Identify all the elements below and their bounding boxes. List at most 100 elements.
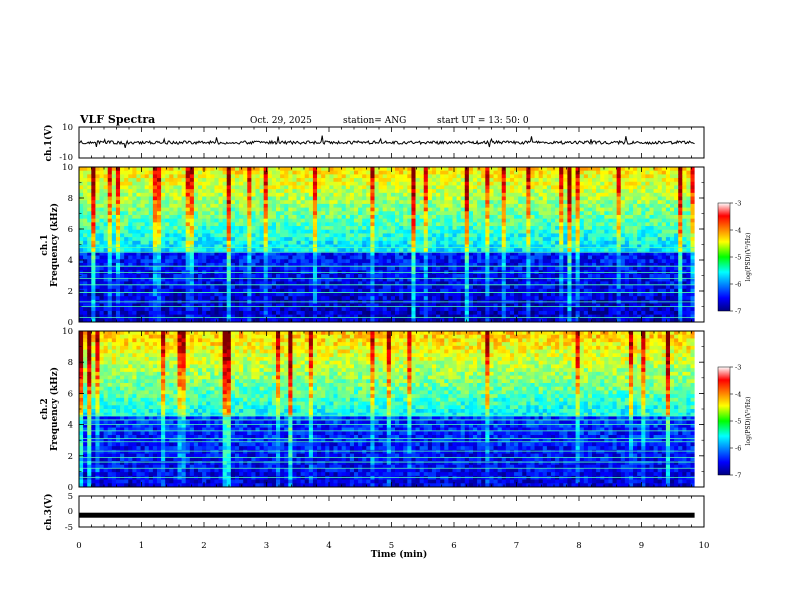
- spectrogram-cell: [181, 296, 187, 301]
- spectrogram-cell: [321, 181, 326, 186]
- spectrogram-cell: [489, 292, 494, 297]
- spectrogram-cell: [440, 178, 445, 183]
- spectrogram-cell: [251, 240, 256, 245]
- spectrogram-cell: [304, 203, 310, 208]
- spectrogram-cell: [222, 248, 228, 253]
- spectrogram-cell: [456, 285, 462, 290]
- spectrogram-cell: [481, 229, 486, 234]
- spectrogram-cell: [189, 233, 195, 238]
- spectrogram-cell: [522, 214, 527, 220]
- spectrogram-cell: [271, 203, 277, 208]
- spectrogram-cell: [132, 203, 137, 208]
- spectrogram-cell: [325, 226, 330, 231]
- spectrogram-cell: [546, 244, 552, 249]
- spectrogram-cell: [210, 262, 215, 268]
- spectrogram-cell: [251, 170, 256, 175]
- spectrogram-cell: [132, 266, 137, 271]
- spectrogram-cell: [206, 170, 211, 175]
- ch1-ytick-bottom: -10: [59, 153, 73, 163]
- spectrogram-cell: [234, 255, 240, 260]
- spectrogram-cell: [251, 248, 256, 253]
- spectrogram-cell: [423, 274, 429, 279]
- spectrogram-cell: [308, 310, 314, 316]
- spectrogram-cell: [234, 288, 240, 293]
- spectrogram-cell: [411, 170, 416, 175]
- spectrogram-cell: [358, 251, 363, 256]
- spectrogram-cell: [120, 292, 125, 297]
- spectrogram-cell: [243, 185, 248, 190]
- spectrogram-cell: [423, 262, 429, 268]
- spectrogram-cell: [255, 233, 260, 238]
- spectrogram-cell: [382, 310, 388, 316]
- spectrogram-cell: [115, 218, 121, 223]
- spectrogram-cell: [132, 240, 137, 245]
- spectrogram-cell: [419, 285, 425, 290]
- spectrogram-cell: [83, 214, 88, 220]
- spectrogram-cell: [218, 277, 224, 282]
- spectrogram-cell: [120, 229, 125, 234]
- spectrogram-cell: [255, 310, 260, 316]
- spectrogram-cell: [115, 229, 121, 234]
- spectrogram-cell: [91, 226, 96, 231]
- spectrogram-cell: [460, 229, 466, 234]
- spectrogram-cell: [353, 203, 359, 208]
- spectrogram-cell: [436, 211, 441, 216]
- spectrogram-cell: [218, 310, 224, 316]
- spectrogram-cell: [386, 255, 392, 260]
- spectrogram-cell: [366, 181, 371, 186]
- spectrogram-cell: [206, 303, 211, 308]
- spectrogram-cell: [468, 240, 474, 245]
- spectrogram-cell: [460, 285, 466, 290]
- spectrogram-cell: [103, 170, 109, 175]
- spectrogram-cell: [501, 251, 507, 256]
- spectrogram-cell: [501, 255, 507, 260]
- spectrogram-cell: [395, 296, 400, 301]
- spectrogram-cell: [173, 237, 178, 242]
- spectrogram-cell: [185, 229, 191, 234]
- spectrogram-cell: [489, 303, 494, 308]
- spectrogram-cell: [464, 277, 470, 282]
- spectrogram-cell: [169, 185, 174, 190]
- spectrogram-cell: [403, 288, 408, 293]
- spectrogram-cell: [362, 185, 367, 190]
- spectrogram-cell: [152, 266, 158, 271]
- spectrogram-cell: [386, 178, 392, 183]
- spectrogram-cell: [505, 229, 511, 234]
- spectrogram-cell: [271, 170, 277, 175]
- spectrogram-cell: [386, 196, 392, 201]
- spectrogram-cell: [234, 214, 240, 220]
- spectrogram-cell: [185, 244, 191, 249]
- spectrogram-cell: [214, 288, 219, 293]
- spectrogram-cell: [148, 237, 154, 242]
- spectrogram-cell: [136, 189, 141, 194]
- spectrogram-cell: [546, 274, 552, 279]
- spectrogram-cell: [292, 248, 297, 253]
- spectrogram-cell: [222, 296, 228, 301]
- spectrogram-cell: [91, 174, 96, 179]
- spectrogram-cell: [296, 288, 302, 293]
- spectrogram-cell: [399, 178, 404, 183]
- spectrogram-cell: [206, 314, 211, 319]
- spectrogram-cell: [514, 251, 519, 256]
- spectrogram-cell: [534, 222, 540, 227]
- spectrogram-cell: [99, 307, 105, 312]
- spectrogram-cell: [267, 285, 273, 290]
- spectrogram-cell: [132, 207, 137, 212]
- spectrogram-cell: [91, 178, 96, 183]
- spectrogram-cell: [95, 226, 100, 231]
- spectrogram-cell: [259, 307, 265, 312]
- spectrogram-cell: [353, 192, 359, 197]
- spectrogram-cell: [214, 255, 219, 260]
- spectrogram-cell: [193, 318, 199, 323]
- spectrogram-cell: [489, 181, 494, 186]
- spectrogram-cell: [386, 303, 392, 308]
- spectrogram-cell: [464, 281, 470, 286]
- spectrogram-cell: [152, 237, 158, 242]
- spectrogram-cell: [341, 222, 347, 227]
- spectrogram-cell: [403, 189, 408, 194]
- spectrogram-cell: [378, 229, 384, 234]
- spectrogram-cell: [530, 244, 535, 249]
- spectrogram-cell: [464, 189, 470, 194]
- spectrogram-cell: [419, 211, 425, 216]
- spectrogram-cell: [436, 203, 441, 208]
